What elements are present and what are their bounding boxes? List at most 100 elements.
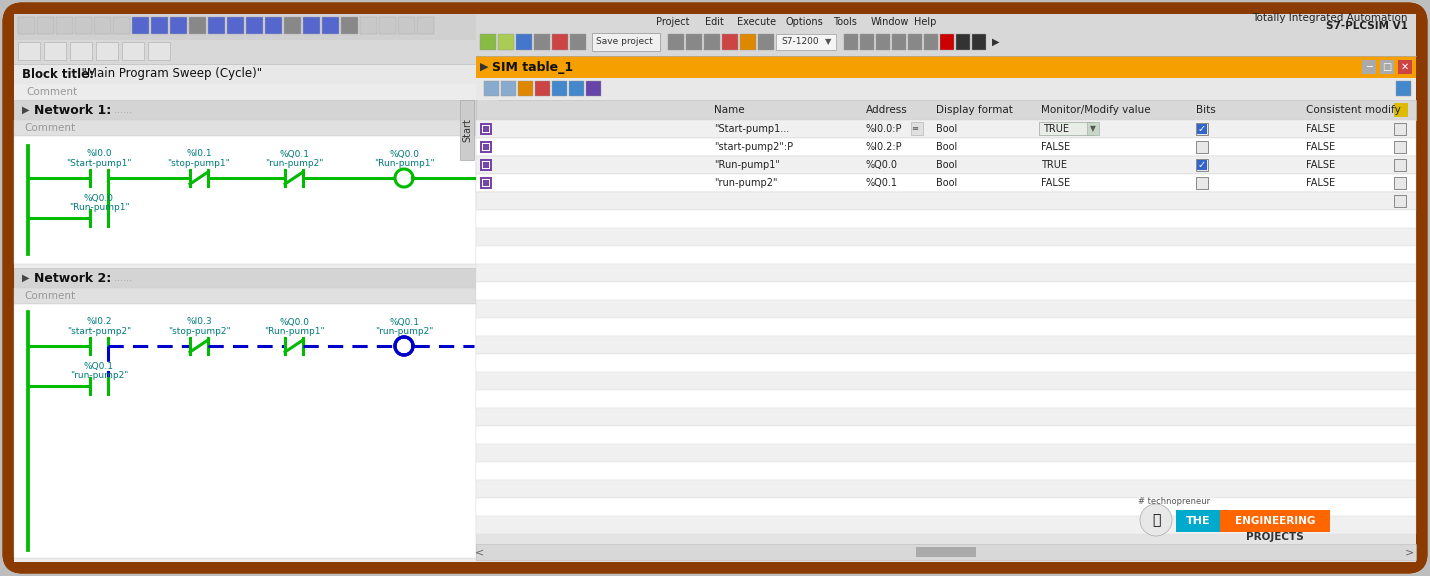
Bar xyxy=(483,81,499,96)
Bar xyxy=(668,34,684,50)
Bar xyxy=(877,34,889,50)
Text: Network 1:: Network 1: xyxy=(34,104,112,116)
Bar xyxy=(859,34,874,50)
Text: %Q0.1: %Q0.1 xyxy=(867,178,898,188)
Bar xyxy=(533,34,551,50)
Bar xyxy=(1197,160,1207,170)
Bar xyxy=(265,17,282,34)
Bar xyxy=(476,408,1416,426)
Text: %Q0.0: %Q0.0 xyxy=(84,194,114,203)
Text: TRUE: TRUE xyxy=(1041,160,1067,170)
Bar xyxy=(14,288,476,304)
Bar xyxy=(44,42,66,60)
Text: "start-pump2": "start-pump2" xyxy=(67,328,132,336)
Bar xyxy=(476,336,1416,354)
Bar xyxy=(476,138,1416,156)
Bar xyxy=(147,42,170,60)
Bar xyxy=(1394,103,1409,117)
Text: %Q0.0: %Q0.0 xyxy=(389,150,419,158)
Bar xyxy=(686,34,702,50)
Bar xyxy=(482,125,490,133)
Text: Execute: Execute xyxy=(736,17,775,27)
Text: Monitor/Modify value: Monitor/Modify value xyxy=(1041,105,1151,115)
Text: Save project: Save project xyxy=(596,37,652,47)
Bar xyxy=(14,100,476,120)
Text: "stop-pump2": "stop-pump2" xyxy=(167,328,230,336)
Text: ✕: ✕ xyxy=(1401,62,1409,72)
Bar xyxy=(1197,124,1207,134)
Text: "Start-pump1...: "Start-pump1... xyxy=(714,124,789,134)
Text: ▶: ▶ xyxy=(480,62,489,72)
Text: S7-1200: S7-1200 xyxy=(781,37,818,47)
Text: Project: Project xyxy=(656,17,689,27)
Text: Start: Start xyxy=(462,118,472,142)
Text: <: < xyxy=(475,547,485,557)
Text: Bits: Bits xyxy=(1195,105,1216,115)
Text: Comment: Comment xyxy=(24,291,76,301)
Text: SIM table_1: SIM table_1 xyxy=(492,60,573,74)
Bar xyxy=(592,33,661,51)
Text: 🤖: 🤖 xyxy=(1151,513,1160,527)
Bar xyxy=(498,34,513,50)
Text: THE: THE xyxy=(1185,516,1210,526)
Text: %Q0.1: %Q0.1 xyxy=(84,362,114,370)
Text: %I0.0:P: %I0.0:P xyxy=(867,124,902,134)
Text: FALSE: FALSE xyxy=(1306,178,1336,188)
Bar xyxy=(518,81,533,96)
Bar xyxy=(14,268,476,288)
Text: TRUE: TRUE xyxy=(1042,124,1070,134)
Text: Tools: Tools xyxy=(834,17,858,27)
Bar xyxy=(476,544,1416,560)
Text: Block title:: Block title: xyxy=(21,67,94,81)
Bar xyxy=(56,17,73,34)
Bar xyxy=(476,246,1416,264)
Text: %Q0.1: %Q0.1 xyxy=(389,317,419,327)
Bar xyxy=(14,40,476,64)
Bar xyxy=(917,547,977,557)
Bar xyxy=(476,444,1416,462)
Bar xyxy=(1220,510,1330,532)
Text: "Main Program Sweep (Cycle)": "Main Program Sweep (Cycle)" xyxy=(74,67,262,81)
Text: FALSE: FALSE xyxy=(1306,160,1336,170)
Bar xyxy=(480,123,492,135)
Bar xyxy=(476,498,1416,516)
Bar xyxy=(170,17,187,34)
Text: Comment: Comment xyxy=(24,123,76,133)
Bar xyxy=(340,17,358,34)
Bar xyxy=(1087,122,1100,135)
Bar xyxy=(1195,123,1208,135)
Bar xyxy=(476,14,1416,30)
Bar xyxy=(476,192,1416,210)
Text: ▼: ▼ xyxy=(825,37,831,47)
Bar xyxy=(476,282,1416,300)
Bar xyxy=(14,64,476,84)
Bar xyxy=(478,100,498,120)
Bar xyxy=(19,17,34,34)
Text: "stop-pump1": "stop-pump1" xyxy=(167,160,230,169)
Text: %Q0.0: %Q0.0 xyxy=(867,160,898,170)
Bar xyxy=(940,34,954,50)
Bar xyxy=(14,120,476,136)
Bar xyxy=(908,34,922,50)
Bar xyxy=(480,141,492,153)
Bar xyxy=(1394,177,1406,189)
Bar xyxy=(1040,122,1094,135)
Bar xyxy=(1195,177,1208,189)
Bar xyxy=(569,81,583,96)
Bar xyxy=(476,78,1416,100)
Bar xyxy=(844,34,858,50)
Text: Consistent modify: Consistent modify xyxy=(1306,105,1401,115)
Text: Bool: Bool xyxy=(937,124,957,134)
Text: %Q0.1: %Q0.1 xyxy=(279,150,309,158)
Bar xyxy=(476,156,1416,174)
Text: "start-pump2":P: "start-pump2":P xyxy=(714,142,794,152)
Bar xyxy=(758,34,774,50)
Text: FALSE: FALSE xyxy=(1306,142,1336,152)
Text: %I0.0: %I0.0 xyxy=(86,150,112,158)
Bar xyxy=(476,426,1416,444)
Text: ENGINEERING: ENGINEERING xyxy=(1236,516,1316,526)
Bar xyxy=(552,81,568,96)
Text: FALSE: FALSE xyxy=(1041,142,1070,152)
Text: ......: ...... xyxy=(114,105,132,115)
Text: Window: Window xyxy=(871,17,909,27)
